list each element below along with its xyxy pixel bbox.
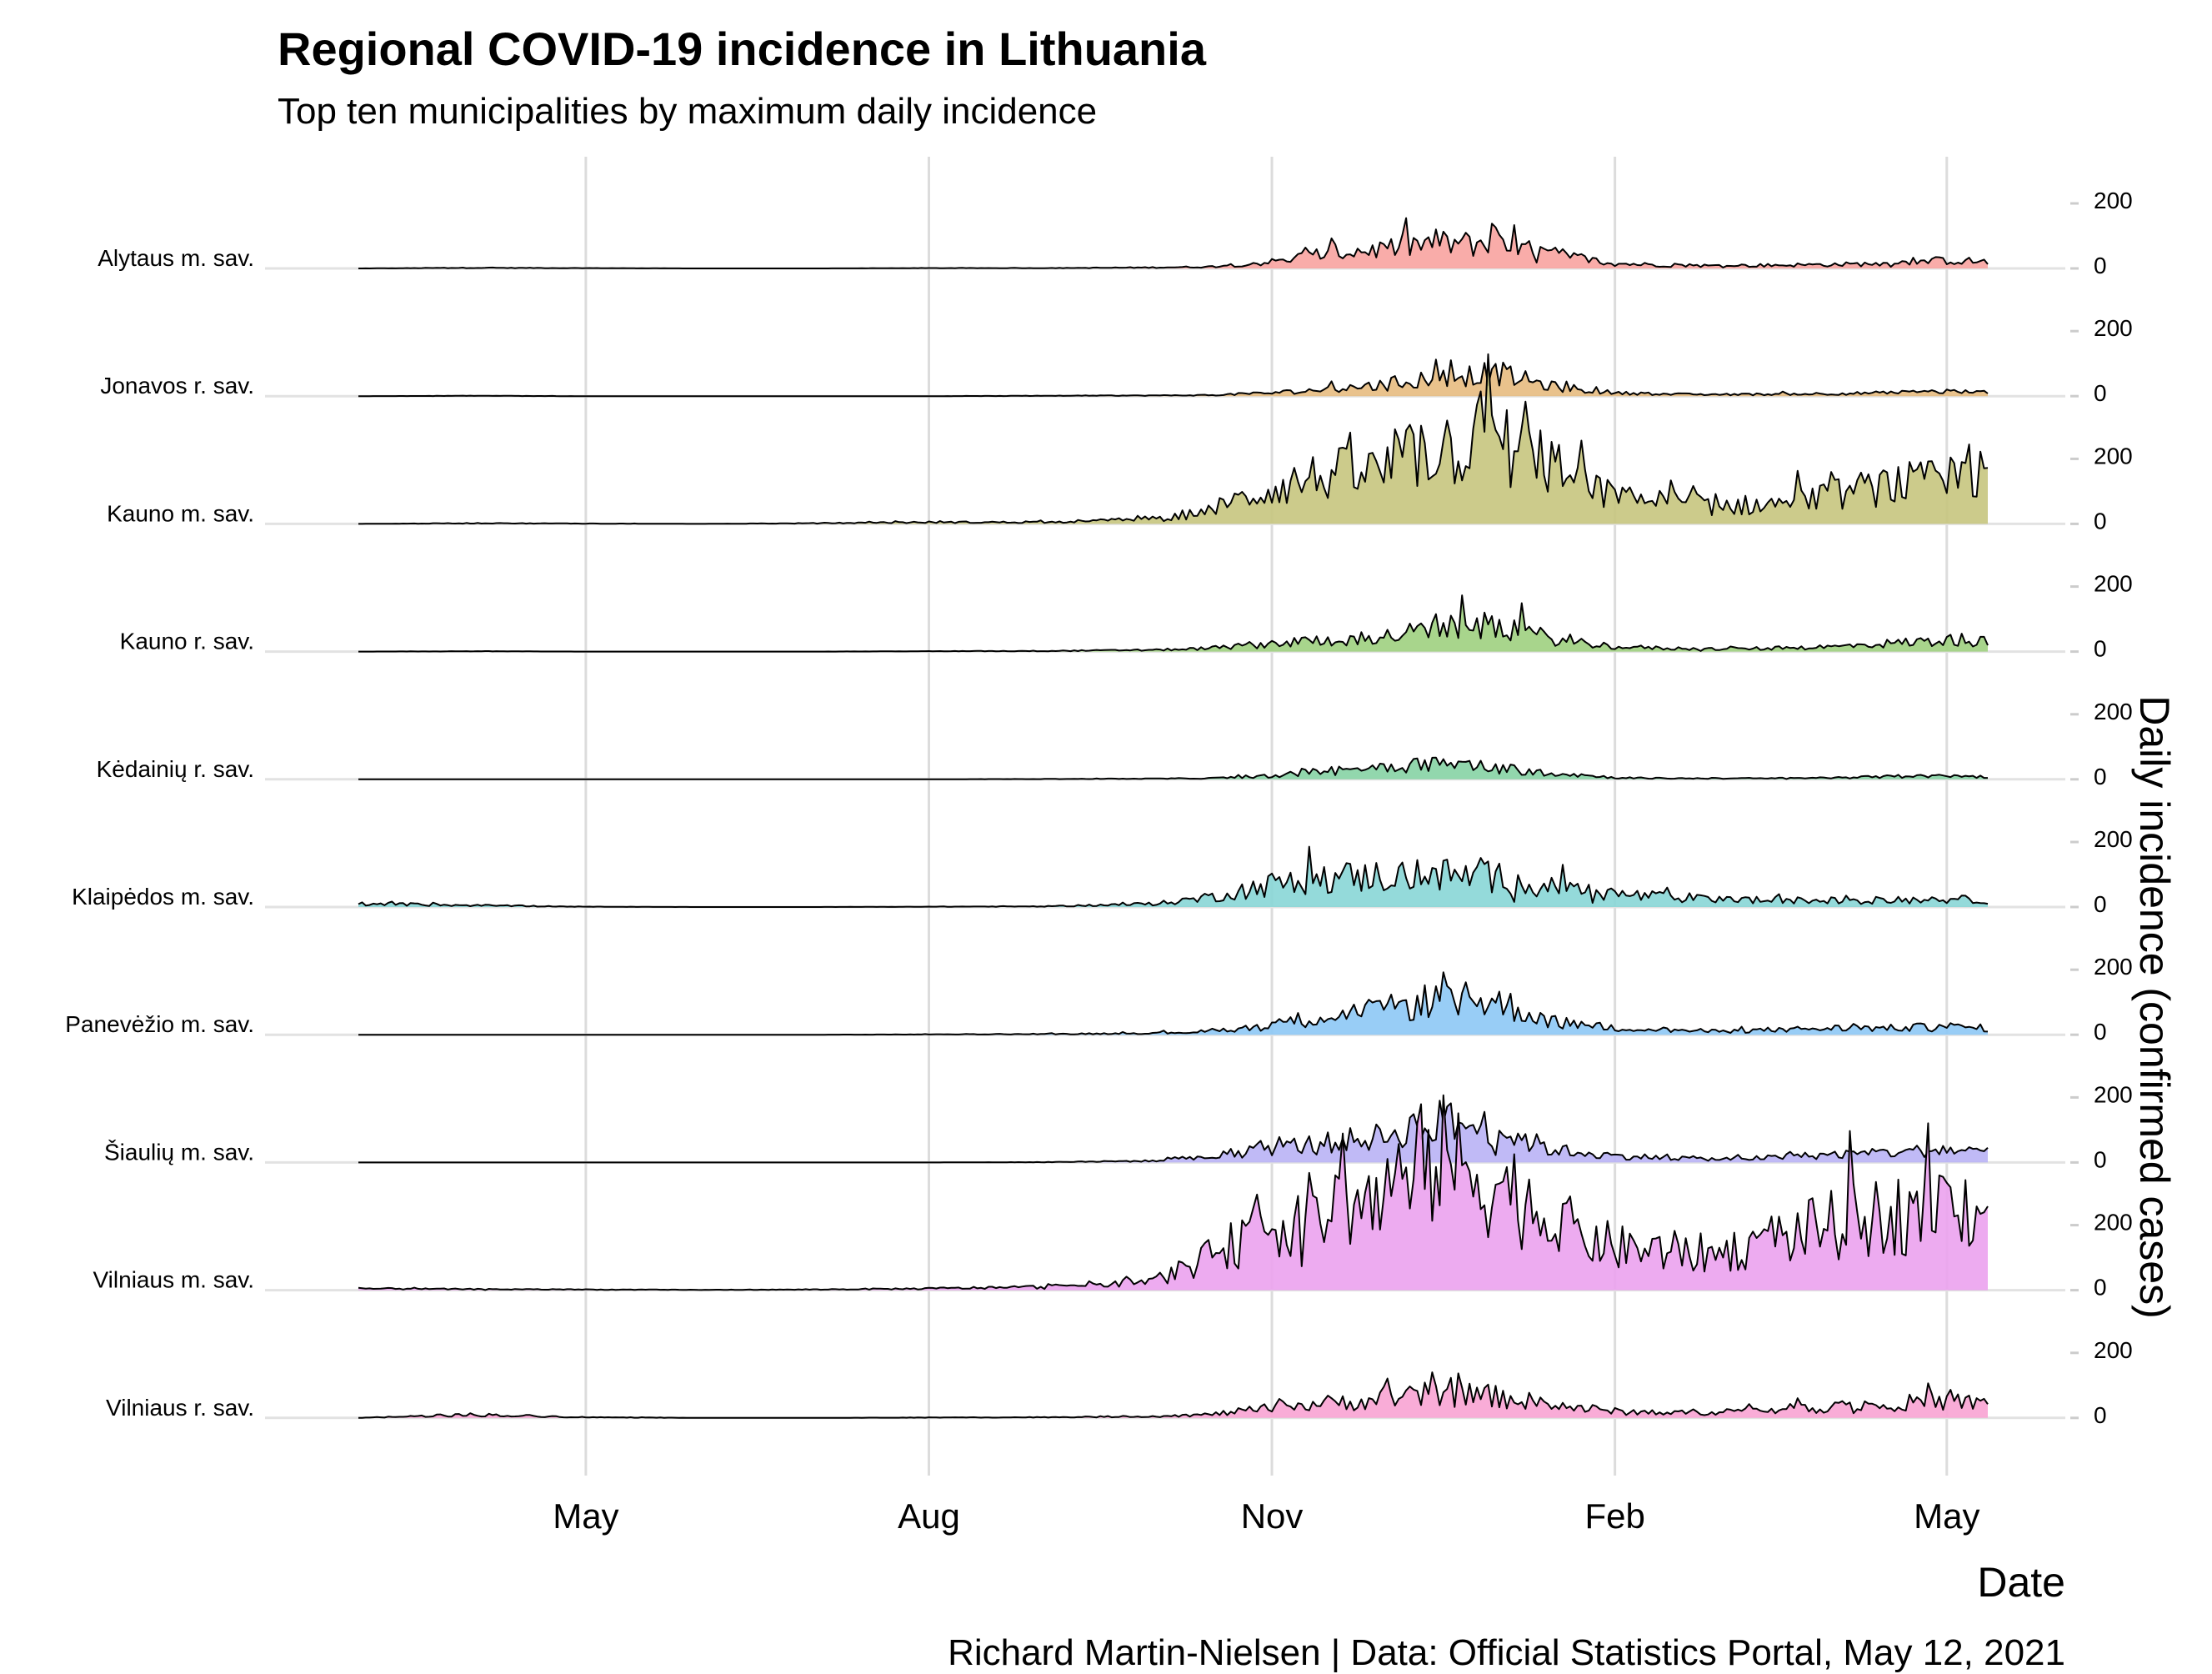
y-ticks: 0 200 0 200 0 200 0 200 0 200 0 200 0 200 0 200 0 200 0 200 (2070, 188, 2133, 1428)
y-axis-title: Daily incidence (confirmed cases) (2131, 695, 2178, 1319)
ridge-line (358, 353, 1989, 525)
y-tick-label: 200 (2094, 315, 2133, 341)
x-axis-title: Date (1977, 1559, 2065, 1606)
ridge-area (358, 1100, 1988, 1163)
row-label: Vilniaus r. sav. (106, 1395, 254, 1421)
ridge-line (358, 358, 1989, 398)
ridge-series (358, 1094, 1989, 1291)
ridge-line (358, 971, 1989, 1036)
y-tick-label: 200 (2094, 443, 2133, 469)
y-tick-label: 0 (2094, 508, 2107, 534)
y-tick-label: 200 (2094, 1337, 2133, 1363)
x-tick-label: Feb (1584, 1496, 1644, 1536)
ridge-area (358, 218, 1988, 268)
chart-subtitle: Top ten municipalities by maximum daily … (278, 91, 1097, 132)
x-tick-label: Aug (898, 1496, 960, 1536)
ridge-line (358, 594, 1989, 653)
ridge-series (358, 971, 1989, 1036)
y-tick-label: 200 (2094, 1081, 2133, 1107)
ridge-series (358, 756, 1988, 780)
y-tick-label: 0 (2094, 1019, 2107, 1045)
x-tick-label: Nov (1241, 1496, 1304, 1536)
x-tick-label: May (1914, 1496, 1979, 1536)
row-label: Kauno r. sav. (120, 629, 254, 654)
ridge-series (358, 217, 1989, 269)
row-label: Šiaulių m. sav. (104, 1139, 254, 1165)
y-tick-label: 0 (2094, 1275, 2107, 1301)
ridge-line (358, 756, 1988, 780)
ridge-line (358, 845, 1989, 908)
y-tick-label: 0 (2094, 891, 2107, 917)
ridge-area (358, 359, 1988, 397)
y-tick-label: 0 (2094, 380, 2107, 406)
ridge-series (358, 1100, 1989, 1164)
x-tick-labels: May Aug Nov Feb May (553, 1496, 1979, 1536)
row-label: Kauno m. sav. (107, 500, 254, 526)
y-tick-label: 200 (2094, 699, 2133, 724)
y-tick-label: 200 (2094, 954, 2133, 980)
ridge-area (358, 757, 1988, 779)
y-tick-label: 0 (2094, 253, 2107, 278)
x-tick-label: May (553, 1496, 618, 1536)
y-tick-label: 200 (2094, 571, 2133, 597)
row-label: Vilniaus m. sav. (93, 1267, 254, 1293)
ridge-series (358, 1371, 1989, 1419)
y-tick-label: 0 (2094, 636, 2107, 662)
ridge-series (358, 845, 1989, 908)
ridge-series (358, 358, 1989, 398)
ridge-series (358, 353, 1989, 525)
y-tick-label: 200 (2094, 826, 2133, 852)
y-tick-label: 200 (2094, 188, 2133, 213)
y-tick-label: 0 (2094, 764, 2107, 789)
row-label: Jonavos r. sav. (100, 373, 254, 398)
ridge-area (358, 972, 1988, 1035)
row-label: Kėdainių r. sav. (97, 756, 254, 782)
ridge-series (358, 594, 1989, 653)
ridge-line (358, 1094, 1989, 1291)
caption: Richard Martin-Nielsen | Data: Official … (948, 1632, 2065, 1673)
ridges (358, 217, 1989, 1419)
y-tick-label: 200 (2094, 1210, 2133, 1235)
row-label: Alytaus m. sav. (98, 245, 254, 271)
chart-title: Regional COVID-19 incidence in Lithuania (278, 23, 1207, 75)
ridge-line (358, 217, 1989, 269)
y-tick-label: 0 (2094, 1402, 2107, 1428)
row-label: Klaipėdos m. sav. (72, 884, 254, 910)
ridge-line (358, 1371, 1989, 1419)
row-label: Panevėžio m. sav. (65, 1011, 254, 1037)
row-labels: Alytaus m. sav. Jonavos r. sav. Kauno m. s… (65, 245, 254, 1421)
ridge-area (358, 595, 1988, 652)
ridge-area (358, 1372, 1988, 1418)
y-tick-label: 0 (2094, 1146, 2107, 1172)
ridge-area (358, 353, 1988, 524)
ridge-area (358, 1095, 1988, 1291)
ridge-line (358, 1100, 1989, 1164)
